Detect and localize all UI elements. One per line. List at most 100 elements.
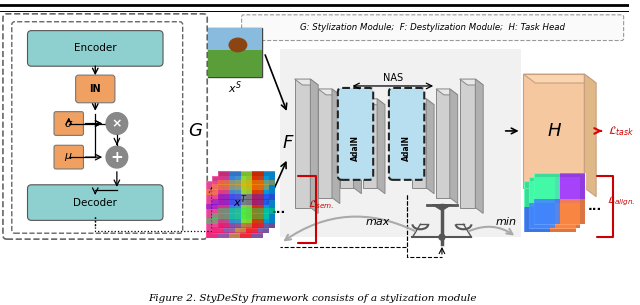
Bar <box>550 206 575 232</box>
Bar <box>206 232 263 238</box>
Bar <box>524 74 584 188</box>
Bar <box>212 176 269 233</box>
Bar <box>524 181 575 232</box>
FancyBboxPatch shape <box>389 88 424 180</box>
Bar <box>252 181 263 238</box>
Bar <box>364 99 377 188</box>
Bar <box>294 79 310 207</box>
Text: H: H <box>547 122 561 140</box>
Bar <box>206 204 263 210</box>
Bar <box>524 181 550 206</box>
Text: Figure 2. StyDeSty framework consists of a stylization module: Figure 2. StyDeSty framework consists of… <box>148 294 477 303</box>
Bar <box>241 181 252 238</box>
Bar <box>529 177 555 203</box>
Bar <box>555 177 580 203</box>
Bar <box>550 181 575 206</box>
Bar <box>212 213 269 219</box>
Polygon shape <box>280 49 520 237</box>
FancyBboxPatch shape <box>54 112 83 135</box>
Text: $\mu$: $\mu$ <box>65 151 73 163</box>
Bar <box>212 176 223 233</box>
Bar <box>206 181 218 238</box>
Text: ...: ... <box>272 203 286 216</box>
Polygon shape <box>524 74 596 83</box>
Ellipse shape <box>228 38 248 52</box>
Bar <box>212 199 269 205</box>
Text: $\mathcal{L}_{sem.}$: $\mathcal{L}_{sem.}$ <box>308 198 335 211</box>
Bar <box>460 79 476 207</box>
Bar <box>208 50 262 77</box>
Text: AdaIN: AdaIN <box>351 135 360 161</box>
Circle shape <box>439 234 445 240</box>
Bar <box>218 180 275 185</box>
FancyBboxPatch shape <box>76 75 115 103</box>
Bar <box>235 176 246 233</box>
Text: Encoder: Encoder <box>74 43 116 53</box>
Polygon shape <box>450 89 458 203</box>
Bar <box>318 89 332 198</box>
Bar <box>218 181 229 238</box>
Polygon shape <box>340 99 362 105</box>
Bar <box>218 171 229 228</box>
Bar <box>206 181 263 238</box>
Text: $\mathcal{L}_{task}$: $\mathcal{L}_{task}$ <box>608 124 634 138</box>
Bar <box>252 171 264 228</box>
Bar <box>218 171 275 228</box>
Bar <box>218 208 275 214</box>
Bar <box>229 181 241 238</box>
Bar <box>241 171 252 228</box>
Text: $\mathcal{L}_{align.}$: $\mathcal{L}_{align.}$ <box>607 195 636 208</box>
Bar <box>534 173 560 199</box>
Bar <box>208 28 262 50</box>
Bar <box>206 218 263 224</box>
Circle shape <box>106 146 127 168</box>
Polygon shape <box>412 99 434 105</box>
Bar <box>223 176 235 233</box>
Bar <box>258 176 269 233</box>
Bar <box>412 99 426 188</box>
Bar <box>534 173 586 224</box>
Polygon shape <box>426 99 434 194</box>
Text: NAS: NAS <box>383 73 403 83</box>
Bar <box>206 189 263 195</box>
Bar <box>555 203 580 228</box>
Bar <box>264 171 275 228</box>
Text: G: Stylization Module;  F: Destylization Module;  H: Task Head: G: Stylization Module; F: Destylization … <box>300 23 565 32</box>
Bar <box>208 28 262 77</box>
Polygon shape <box>364 99 385 105</box>
Text: ×: × <box>111 117 122 130</box>
Text: F: F <box>283 134 293 152</box>
Bar <box>229 171 241 228</box>
Polygon shape <box>476 79 483 214</box>
Bar <box>560 199 586 224</box>
Text: AdaIN: AdaIN <box>402 135 411 161</box>
Bar <box>524 206 550 232</box>
FancyBboxPatch shape <box>28 30 163 66</box>
Bar <box>218 194 275 199</box>
Polygon shape <box>584 74 596 197</box>
Bar <box>524 74 584 188</box>
Polygon shape <box>294 79 318 85</box>
Bar <box>436 89 450 198</box>
Text: $x^T$: $x^T$ <box>233 193 248 210</box>
Text: IN: IN <box>90 84 101 94</box>
Text: min: min <box>495 217 516 227</box>
Text: +: + <box>111 150 124 165</box>
Bar <box>529 177 580 228</box>
Bar <box>529 203 555 228</box>
FancyBboxPatch shape <box>241 15 623 41</box>
Text: $x^S$: $x^S$ <box>228 80 242 96</box>
Polygon shape <box>460 79 483 85</box>
Polygon shape <box>332 89 340 203</box>
Text: max: max <box>366 217 390 227</box>
Bar <box>560 173 586 199</box>
FancyBboxPatch shape <box>54 145 83 169</box>
Bar <box>212 185 269 190</box>
Polygon shape <box>432 205 452 210</box>
Text: ...: ... <box>588 200 602 213</box>
Polygon shape <box>310 79 318 214</box>
Bar <box>212 228 269 233</box>
Bar <box>246 176 258 233</box>
FancyBboxPatch shape <box>338 88 373 180</box>
Bar <box>218 223 275 228</box>
